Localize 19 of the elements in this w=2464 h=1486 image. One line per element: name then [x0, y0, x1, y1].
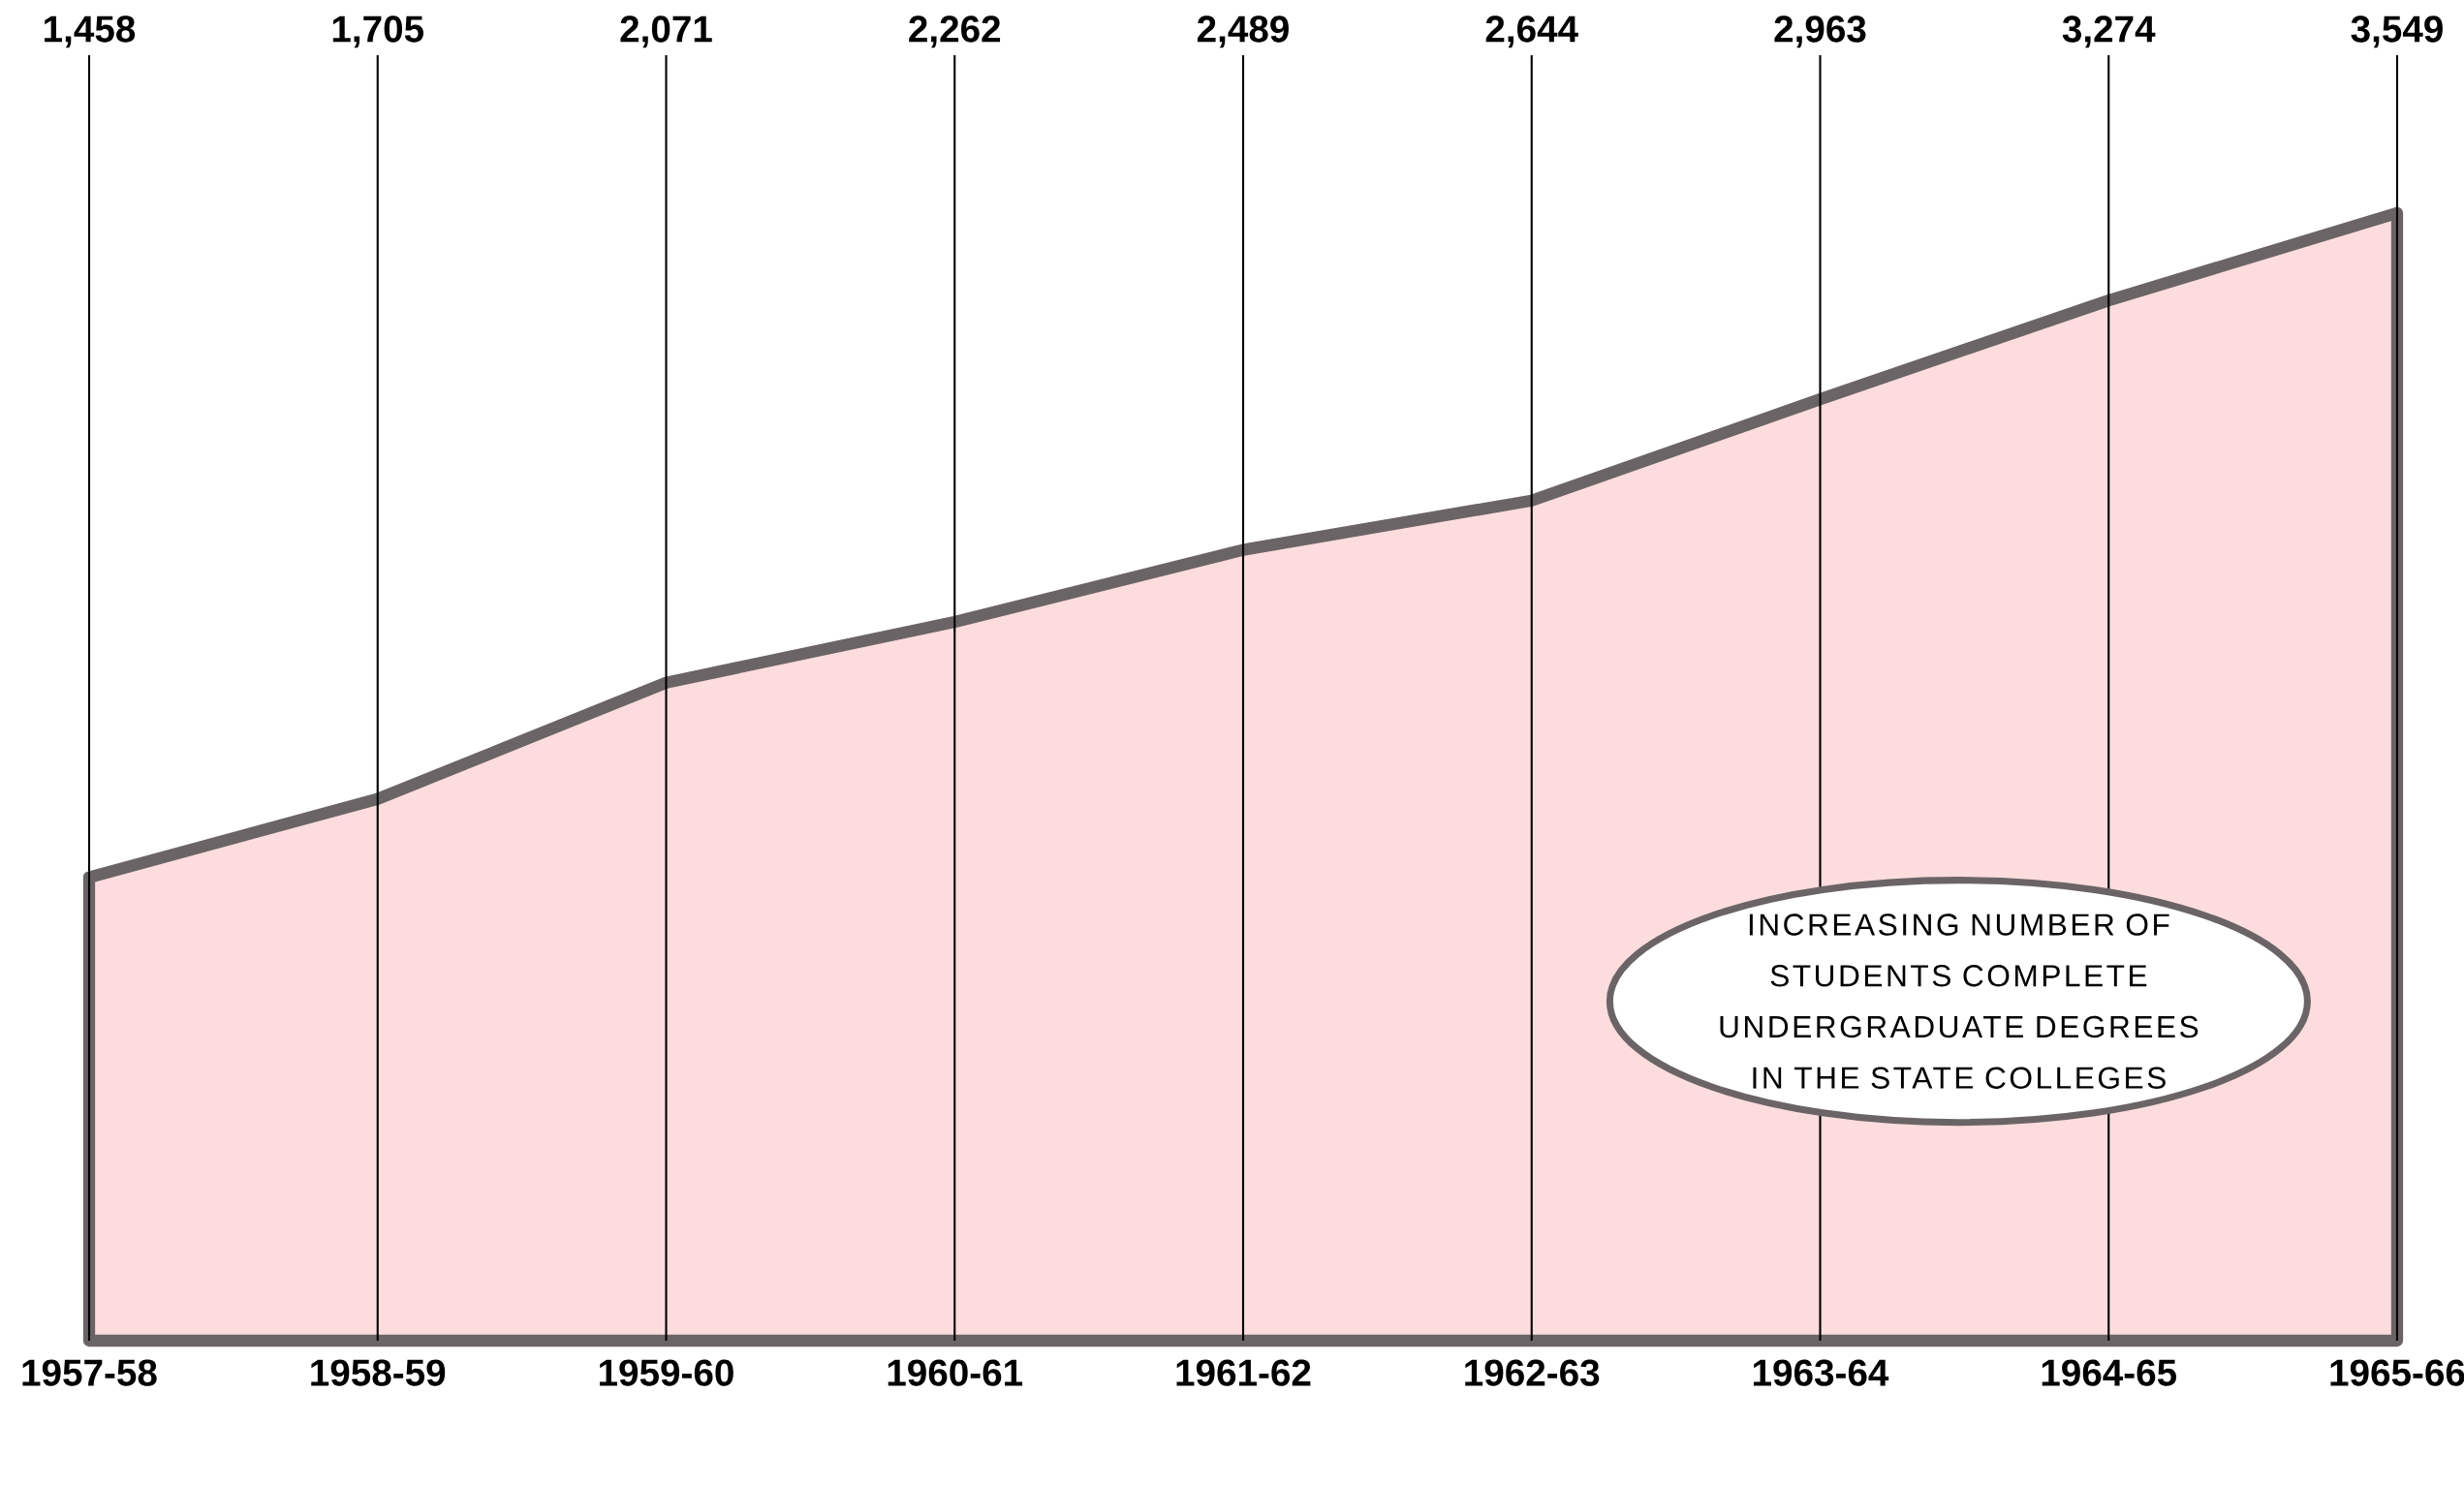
x-tick-label: 1960-61: [888, 1359, 1023, 1386]
x-tick-label: 1957-58: [22, 1359, 157, 1386]
data-label: 2,071: [620, 15, 712, 48]
x-tick-label: 1964-65: [2042, 1359, 2177, 1386]
data-label: 2,963: [1774, 15, 1866, 48]
x-tick-label: 1963-64: [1753, 1359, 1889, 1386]
data-label: 1,458: [45, 15, 136, 48]
text: INCREASING NUMBER OF STUDENTS COMPLETE UNDERGRADUATE DEGREES IN THE STATE COLLEGES: [1720, 913, 2199, 1089]
x-tick-label: 1958-59: [311, 1359, 446, 1386]
x-tick-label: 1961-62: [1176, 1359, 1311, 1386]
data-label: 2,644: [1485, 15, 1578, 48]
data-label: 2,262: [909, 15, 1001, 48]
x-tick-label: 1965-66: [2330, 1359, 2464, 1386]
data-label: 1,705: [332, 15, 423, 48]
x-tick-label: 1962-63: [1465, 1359, 1600, 1386]
data-label: 2,489: [1197, 15, 1289, 48]
data-label: 3,549: [2351, 15, 2443, 48]
data-label: 3,274: [2062, 15, 2156, 48]
x-tick-label: 1959-60: [599, 1359, 733, 1386]
